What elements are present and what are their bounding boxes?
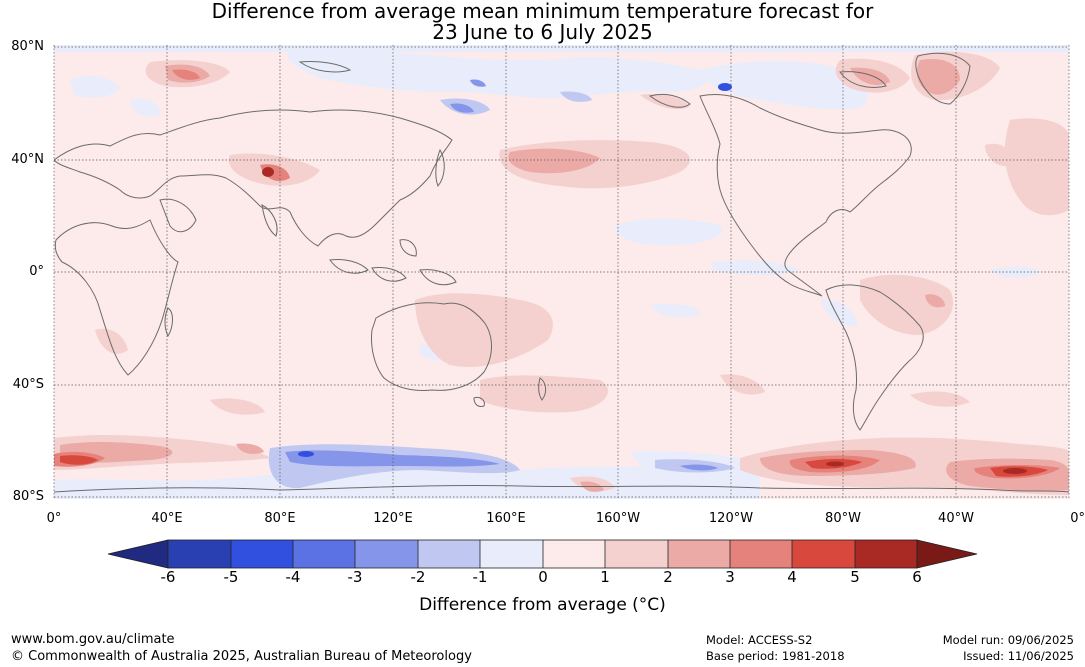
footer-model-run: Model run: 09/06/2025 xyxy=(942,633,1074,647)
lat-label-40n: 40°N xyxy=(11,152,44,167)
footer-copyright: © Commonwealth of Australia 2025, Austra… xyxy=(11,649,472,664)
colorbar-tick: 0 xyxy=(538,568,548,586)
colorbar-tick: 2 xyxy=(663,568,673,586)
graticule xyxy=(53,45,1070,499)
lon-label-80e: 80°E xyxy=(264,511,296,526)
colorbar-tick: 5 xyxy=(850,568,860,586)
colorbar-segment xyxy=(855,540,917,568)
lon-label-120w: 120°W xyxy=(708,511,754,526)
lon-label-0: 0° xyxy=(46,511,62,526)
colorbar-segment xyxy=(668,540,730,568)
anomaly-negative-strong xyxy=(285,79,718,471)
footer-url[interactable]: www.bom.gov.au/climate xyxy=(11,632,175,647)
lon-label-40e: 40°E xyxy=(151,511,183,526)
colorbar-tick: -6 xyxy=(160,568,176,586)
coastlines xyxy=(54,52,1069,493)
colorbar-segment xyxy=(231,540,293,568)
anomaly-negative-light xyxy=(54,45,1069,499)
colorbar-tick: -1 xyxy=(472,568,488,586)
colorbar-extend-low xyxy=(107,539,169,569)
lat-label-80n: 80°N xyxy=(11,39,44,54)
colorbar-segment xyxy=(792,540,855,568)
colorbar-segment xyxy=(355,540,418,568)
anomaly-positive-extreme xyxy=(262,167,1027,474)
colorbar-segment xyxy=(730,540,792,568)
colorbar-tick: 3 xyxy=(725,568,735,586)
lon-label-160e: 160°E xyxy=(486,511,526,526)
map-title-line-2: 23 June to 6 July 2025 xyxy=(432,20,653,44)
colorbar-segment xyxy=(293,540,355,568)
colorbar-tick: 6 xyxy=(912,568,922,586)
lat-label-80s: 80°S xyxy=(12,489,44,504)
colorbar-extend-high xyxy=(916,539,978,569)
lon-label-40w: 40°W xyxy=(938,511,974,526)
footer-issued: Issued: 11/06/2025 xyxy=(963,649,1074,663)
colorbar-tick: 4 xyxy=(787,568,797,586)
footer-model: Model: ACCESS-S2 xyxy=(706,633,813,647)
colorbar-tick: 1 xyxy=(600,568,610,586)
colorbar-tick: -2 xyxy=(410,568,426,586)
colorbar-title: Difference from average (°C) xyxy=(419,595,666,615)
footer-base-period: Base period: 1981-2018 xyxy=(706,649,845,663)
colorbar-segment xyxy=(418,540,480,568)
colorbar-segment xyxy=(168,540,231,568)
map-title-line-1: Difference from average mean minimum tem… xyxy=(211,0,874,23)
colorbar-segment xyxy=(480,540,543,568)
colorbar-segment xyxy=(543,540,605,568)
colorbar-tick: -5 xyxy=(223,568,239,586)
colorbar-tick: -4 xyxy=(285,568,301,586)
lon-label-80w: 80°W xyxy=(825,511,861,526)
colorbar-tick: -3 xyxy=(347,568,363,586)
colorbar xyxy=(107,539,978,569)
lat-label-40s: 40°S xyxy=(12,377,44,392)
lon-label-160w: 160°W xyxy=(595,511,641,526)
colorbar-segment xyxy=(605,540,668,568)
anomaly-negative-peak xyxy=(298,83,732,457)
lon-label-0-end: 0° xyxy=(1070,511,1085,526)
lon-label-120e: 120°E xyxy=(373,511,413,526)
lat-label-0: 0° xyxy=(29,264,44,279)
